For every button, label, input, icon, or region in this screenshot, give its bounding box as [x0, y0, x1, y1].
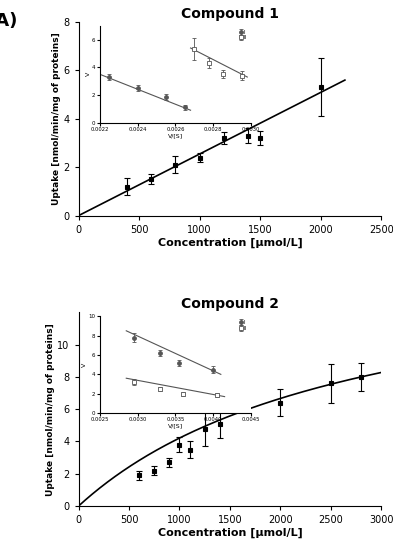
- X-axis label: Concentration [μmol/L]: Concentration [μmol/L]: [158, 238, 302, 248]
- X-axis label: Concentration [μmol/L]: Concentration [μmol/L]: [158, 528, 302, 538]
- Title: Compound 2: Compound 2: [181, 297, 279, 311]
- Text: (A): (A): [0, 12, 18, 30]
- Title: Compound 1: Compound 1: [181, 7, 279, 21]
- Y-axis label: Uptake [nmol/min/mg of proteins]: Uptake [nmol/min/mg of proteins]: [46, 323, 55, 496]
- Y-axis label: Uptake [nmol/min/mg of proteins]: Uptake [nmol/min/mg of proteins]: [51, 32, 61, 205]
